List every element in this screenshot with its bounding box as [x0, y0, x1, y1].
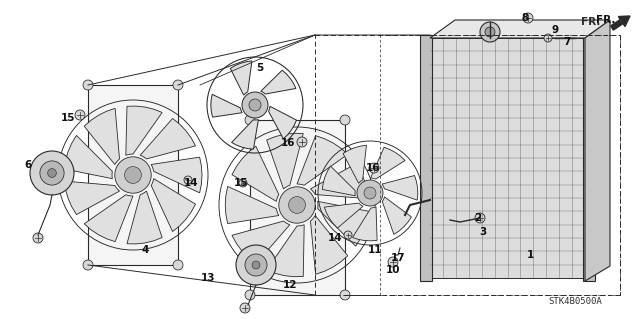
- Circle shape: [240, 303, 250, 313]
- Polygon shape: [269, 106, 296, 139]
- Polygon shape: [64, 136, 112, 179]
- Text: 15: 15: [61, 113, 76, 123]
- Text: 8: 8: [522, 13, 529, 23]
- Circle shape: [475, 213, 485, 223]
- Polygon shape: [353, 207, 377, 241]
- Bar: [250, 120, 345, 295]
- Circle shape: [245, 290, 255, 300]
- Circle shape: [83, 260, 93, 270]
- Circle shape: [75, 110, 85, 120]
- Text: 2: 2: [474, 213, 482, 223]
- Circle shape: [173, 260, 183, 270]
- Text: STK4B0500A: STK4B0500A: [548, 298, 602, 307]
- Text: 10: 10: [386, 265, 400, 275]
- Text: FR.: FR.: [596, 15, 616, 25]
- Bar: [583, 35, 595, 281]
- Polygon shape: [323, 166, 355, 196]
- Circle shape: [297, 137, 307, 147]
- Text: 9: 9: [552, 25, 559, 35]
- Polygon shape: [382, 175, 418, 200]
- Bar: [88, 85, 178, 265]
- Polygon shape: [343, 145, 367, 183]
- Circle shape: [357, 180, 383, 206]
- Circle shape: [485, 27, 495, 37]
- Polygon shape: [84, 108, 120, 165]
- Circle shape: [340, 115, 350, 125]
- Text: 5: 5: [257, 63, 264, 73]
- Circle shape: [279, 187, 316, 223]
- Text: 13: 13: [201, 273, 215, 283]
- Polygon shape: [211, 94, 242, 117]
- Polygon shape: [261, 70, 296, 94]
- Text: 17: 17: [390, 253, 405, 263]
- Text: 3: 3: [479, 227, 486, 237]
- Text: 7: 7: [563, 37, 571, 47]
- Polygon shape: [310, 216, 348, 274]
- Polygon shape: [267, 225, 304, 277]
- Polygon shape: [127, 191, 162, 244]
- Circle shape: [83, 80, 93, 90]
- Circle shape: [245, 254, 267, 276]
- Circle shape: [388, 257, 398, 267]
- Circle shape: [239, 179, 247, 187]
- Polygon shape: [585, 20, 610, 281]
- Circle shape: [252, 261, 260, 269]
- Circle shape: [249, 99, 261, 111]
- Polygon shape: [297, 136, 348, 185]
- Polygon shape: [324, 203, 363, 228]
- Circle shape: [544, 34, 552, 42]
- Circle shape: [33, 233, 43, 243]
- FancyArrow shape: [611, 16, 630, 30]
- Circle shape: [30, 151, 74, 195]
- Text: FR.: FR.: [580, 17, 600, 27]
- Bar: [420, 35, 432, 281]
- Polygon shape: [230, 61, 252, 95]
- Polygon shape: [225, 186, 279, 224]
- Circle shape: [184, 176, 192, 184]
- Text: 16: 16: [365, 163, 380, 173]
- Polygon shape: [151, 157, 202, 193]
- Bar: [430, 38, 585, 278]
- Text: 11: 11: [368, 245, 382, 255]
- Polygon shape: [430, 20, 610, 38]
- Circle shape: [40, 161, 64, 185]
- Circle shape: [236, 245, 276, 285]
- Text: 14: 14: [328, 233, 342, 243]
- Polygon shape: [140, 118, 196, 159]
- Circle shape: [480, 22, 500, 42]
- Circle shape: [245, 115, 255, 125]
- Polygon shape: [126, 106, 162, 155]
- Circle shape: [523, 13, 533, 23]
- Text: 15: 15: [234, 178, 248, 188]
- Polygon shape: [310, 164, 369, 199]
- Circle shape: [289, 197, 305, 213]
- Polygon shape: [232, 221, 290, 264]
- Circle shape: [242, 92, 268, 118]
- Polygon shape: [382, 197, 412, 234]
- Text: 14: 14: [184, 178, 198, 188]
- Circle shape: [47, 169, 56, 177]
- Polygon shape: [317, 201, 369, 246]
- Circle shape: [369, 163, 379, 173]
- Text: 6: 6: [24, 160, 31, 170]
- Text: 16: 16: [281, 138, 295, 148]
- Text: 1: 1: [526, 250, 534, 260]
- Polygon shape: [267, 133, 303, 189]
- Polygon shape: [84, 195, 133, 242]
- Circle shape: [173, 80, 183, 90]
- Circle shape: [364, 187, 376, 199]
- Polygon shape: [64, 181, 120, 215]
- Text: 12: 12: [283, 280, 297, 290]
- Polygon shape: [151, 179, 196, 232]
- Polygon shape: [232, 146, 279, 201]
- Polygon shape: [232, 120, 259, 149]
- Polygon shape: [371, 147, 405, 179]
- Circle shape: [340, 290, 350, 300]
- Circle shape: [344, 231, 352, 239]
- Circle shape: [125, 167, 141, 183]
- Text: 4: 4: [141, 245, 148, 255]
- Circle shape: [115, 157, 151, 193]
